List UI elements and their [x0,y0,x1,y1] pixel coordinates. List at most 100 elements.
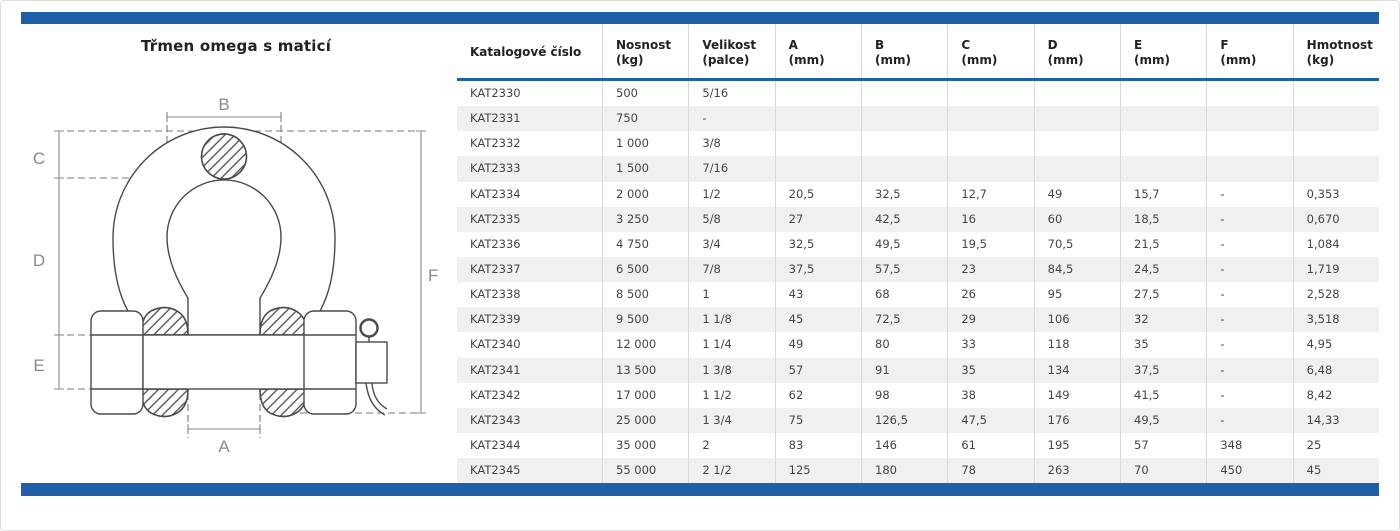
table-cell: 62 [774,382,861,408]
table-cell: 43 [774,282,861,308]
table-cell: 45 [774,307,861,333]
table-cell: 78 [947,458,1033,484]
table-cell: KAT2330 [470,86,521,100]
table-cell: 70 [1120,458,1206,484]
table-cell [1120,106,1206,132]
table-cell: KAT2341 [470,362,521,377]
bottom-accent-bar [21,483,1379,496]
cotter-pin-tail [365,382,386,416]
table-cell: KAT2337 [470,261,521,276]
table-cell: 49 [1033,181,1120,207]
table-cell: 7/8 [688,256,774,283]
table-cell: 25 000 [602,407,688,433]
table-cell: 49,5 [1120,407,1206,433]
table-row: KAT2331 750- [457,106,1379,132]
table-cell: 12,7 [947,181,1033,207]
table-cell: 61 [947,432,1033,459]
table-cell: 83 [774,432,861,459]
table-cell: 57 [774,357,861,383]
table-cell: 91 [861,357,947,383]
table-cell: KAT2331 [470,111,521,126]
hex-head [90,310,144,415]
table-row: KAT2345 55 000 2 1/2 125 180 78 263 70 450 45 [457,458,1379,484]
table-cell: KAT2336 [470,236,521,251]
shackle-body [90,126,388,418]
table-cell [947,106,1033,132]
dim-label-d: D [33,251,45,270]
table-cell: 24,5 [1120,256,1206,283]
table-cell: 57,5 [861,256,947,283]
table-cell: 29 [947,307,1033,333]
table-cell [861,156,947,182]
table-cell [1206,106,1292,132]
table-cell: 14,33 [1292,407,1379,433]
table-cell: 32 [1120,307,1206,333]
table-row: KAT2341 13 500 1 3/8 57 91 35 134 37,5-6,48 [457,357,1379,383]
table-cell: 27 [774,206,861,232]
table-cell: 17 000 [602,382,688,408]
table-cell: 263 [1033,458,1120,484]
table-cell: 348 [1206,432,1292,459]
table-cell: 98 [861,382,947,408]
table-cell: KAT2332 [470,136,521,151]
table-row: KAT2339 9 500 1 1/8 45 72,5 29 106 32-3,518 [457,307,1379,333]
shackle-dimension-diagram: B C D E F A [33,95,439,456]
table-cell: 1 1/2 [688,382,774,408]
table-cell [1292,81,1379,107]
header-cell: A (mm) [774,24,861,78]
table-cell: - [1206,357,1292,383]
table-row: KAT2334 2 000 1/2 20,5 32,5 12,7 49 15,7-0,353 [457,181,1379,207]
table-cell [861,81,947,107]
table-cell: 3 250 [602,206,688,232]
table-cell [774,81,861,107]
table-cell [1292,106,1379,132]
table-cell: 4 750 [602,231,688,257]
header-cell: Katalogové číslo [470,45,582,59]
table-cell: KAT2343 [470,412,521,427]
table-cell: 60 [1033,206,1120,232]
dim-label-a: A [218,437,230,456]
table-cell: KAT2339 [470,312,521,327]
table-cell: 1 [688,282,774,308]
table-cell: 33 [947,332,1033,358]
table-cell: 57 [1120,432,1206,459]
table-cell: 1 1/8 [688,307,774,333]
table-cell: 126,5 [861,407,947,433]
table-cell: 26 [947,282,1033,308]
table-cell: 5/16 [688,81,774,107]
table-cell: 118 [1033,332,1120,358]
table-cell: 13 500 [602,357,688,383]
table-cell [1292,131,1379,157]
dim-label-c: C [33,149,45,168]
table-cell: 750 [602,106,688,132]
table-row: KAT2332 1 000 3/8 [457,131,1379,157]
table-cell: 9 500 [602,307,688,333]
table-cell: 55 000 [602,458,688,484]
table-cell: 37,5 [774,256,861,283]
table-cell [774,106,861,132]
table-cell: 3/8 [688,131,774,157]
table-cell: 3,518 [1292,307,1379,333]
table-cell: KAT2344 [470,437,521,452]
table-cell: 106 [1033,307,1120,333]
table-cell: - [1206,231,1292,257]
table-row: KAT2342 17 000 1 1/2 62 98 38 149 41,5-8,42 [457,382,1379,408]
table-cell [774,131,861,157]
table-row: KAT2343 25 000 1 3/4 75 126,5 47,5 176 49,5-14,… [457,407,1379,433]
table-header: Katalogové číslo Nosnost (kg) Velikost (palc… [457,24,1379,81]
table-cell: 8 500 [602,282,688,308]
table-cell: - [688,106,774,132]
table-cell [1120,131,1206,157]
table-cell: 47,5 [947,407,1033,433]
table-cell: 38 [947,382,1033,408]
header-cell: Hmotnost (kg) [1292,24,1379,78]
table-cell: KAT2340 [470,337,521,352]
table-cell: 68 [861,282,947,308]
spec-table: Katalogové číslo Nosnost (kg) Velikost (palc… [457,24,1379,484]
table-cell: 27,5 [1120,282,1206,308]
table-cell: 4,95 [1292,332,1379,358]
header-cell: F (mm) [1206,24,1292,78]
table-cell: 2 [688,432,774,459]
table-cell [947,156,1033,182]
